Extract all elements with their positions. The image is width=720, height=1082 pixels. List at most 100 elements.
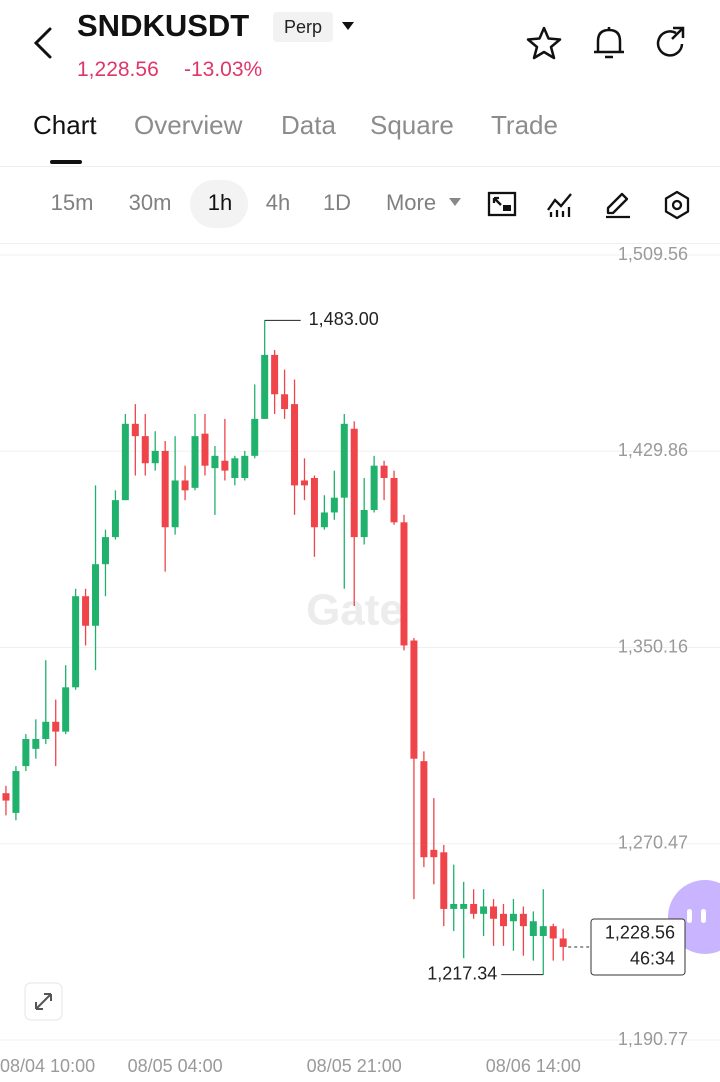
chart: Gate 1,190.77 1,270.47 1,350.16 1,429.86 1,5… xyxy=(0,243,720,1076)
tab[interactable]: Data xyxy=(281,110,336,140)
assistant-eye xyxy=(687,909,692,923)
candle-body xyxy=(320,512,328,528)
interval[interactable]: 30m xyxy=(128,190,172,215)
candle-body xyxy=(201,433,209,466)
candle-body xyxy=(62,687,70,732)
settings-icon[interactable] xyxy=(662,190,692,220)
candle-body xyxy=(559,938,567,947)
candle-body xyxy=(460,903,468,909)
fullscreen-icon[interactable] xyxy=(487,190,517,220)
candle-body xyxy=(440,852,448,909)
interval[interactable]: 1D xyxy=(322,190,352,215)
last-price: 1,228.56 xyxy=(77,58,159,81)
interval[interactable]: 1h xyxy=(207,190,233,215)
tab[interactable]: Square xyxy=(370,110,454,140)
candle-body xyxy=(549,926,557,939)
back-button[interactable] xyxy=(28,26,58,60)
candle-body xyxy=(380,465,388,478)
candle-body xyxy=(72,596,80,688)
annotation-label: 1,483.00 xyxy=(309,309,379,329)
expand-icon xyxy=(35,993,52,1010)
last-price-label: 1,228.56 xyxy=(605,923,675,943)
candle-body xyxy=(281,394,289,410)
symbol: SNDKUSDT xyxy=(77,8,250,43)
candle-body xyxy=(251,418,259,456)
candle-body xyxy=(211,455,219,469)
candle-body xyxy=(221,460,229,471)
tab[interactable]: Chart xyxy=(33,110,97,140)
candle-body xyxy=(151,450,159,464)
share-icon[interactable] xyxy=(652,24,692,62)
candle-body xyxy=(539,926,547,937)
candle-body xyxy=(300,480,308,486)
tab[interactable]: Trade xyxy=(491,110,558,140)
x-tick-label: 08/05 21:00 xyxy=(307,1056,402,1076)
x-tick-label: 08/06 14:00 xyxy=(486,1056,581,1076)
candle-body xyxy=(330,497,338,513)
indicator-icon[interactable] xyxy=(545,190,575,220)
candle-body xyxy=(261,354,269,419)
x-tick-label: 08/04 10:00 xyxy=(0,1056,95,1076)
candle-body xyxy=(2,793,10,801)
candle-body xyxy=(360,510,368,538)
annotation-label: 1,217.34 xyxy=(427,963,497,983)
candle-body xyxy=(490,906,498,919)
candle-body xyxy=(22,739,30,767)
candle-body xyxy=(82,596,90,626)
last-price-box xyxy=(590,918,686,976)
candle-body xyxy=(32,739,40,749)
candle-body xyxy=(181,480,189,491)
x-tick-label: 08/05 04:00 xyxy=(128,1056,223,1076)
countdown: 46:34 xyxy=(630,949,675,969)
assistant-eye xyxy=(701,909,706,923)
candle-body xyxy=(161,450,169,528)
candle-body xyxy=(499,913,507,927)
tab[interactable]: Overview xyxy=(134,110,243,140)
candle-body xyxy=(111,500,119,538)
candle-body xyxy=(310,477,318,528)
divider xyxy=(0,166,720,167)
candle-body xyxy=(271,354,279,395)
y-tick-label: 1,350.16 xyxy=(618,636,688,656)
favorite-icon[interactable] xyxy=(525,25,565,61)
candle-body xyxy=(291,404,299,486)
candle-body xyxy=(450,903,458,909)
y-tick-label: 1,429.86 xyxy=(618,440,688,460)
candle-body xyxy=(410,640,418,759)
candle-body xyxy=(529,921,537,937)
candle-body xyxy=(92,564,100,626)
candle-body xyxy=(370,465,378,511)
tab-indicator xyxy=(50,160,82,164)
contract-badge[interactable]: Perp xyxy=(273,12,333,42)
interval-highlight xyxy=(190,180,248,228)
candle-body xyxy=(480,906,488,914)
more-arrow[interactable] xyxy=(448,197,462,207)
candle-body xyxy=(231,458,239,478)
candle-body xyxy=(350,428,358,538)
candle-body xyxy=(12,771,20,813)
candle-body xyxy=(241,455,249,478)
candle-body xyxy=(420,761,428,858)
interval[interactable]: More xyxy=(385,190,437,215)
candle-body xyxy=(101,537,109,565)
candle-body xyxy=(470,903,478,914)
candle-body xyxy=(430,849,438,858)
candle-body xyxy=(121,423,129,501)
candle-body xyxy=(52,721,60,732)
interval[interactable]: 4h xyxy=(265,190,291,215)
candle-body xyxy=(340,423,348,498)
draw-icon[interactable] xyxy=(603,190,633,220)
alert-icon[interactable] xyxy=(590,24,630,62)
watermark: Gate xyxy=(306,586,404,635)
dropdown-arrow[interactable] xyxy=(340,20,356,32)
candle-body xyxy=(519,913,527,927)
candle-body xyxy=(191,436,199,488)
candle-body xyxy=(141,436,149,464)
y-tick-label: 1,270.47 xyxy=(618,832,688,852)
candle-body xyxy=(131,423,139,437)
price-change: -13.03% xyxy=(184,58,263,81)
interval[interactable]: 15m xyxy=(50,190,94,215)
candle-body xyxy=(400,522,408,646)
candle-body xyxy=(390,477,398,523)
